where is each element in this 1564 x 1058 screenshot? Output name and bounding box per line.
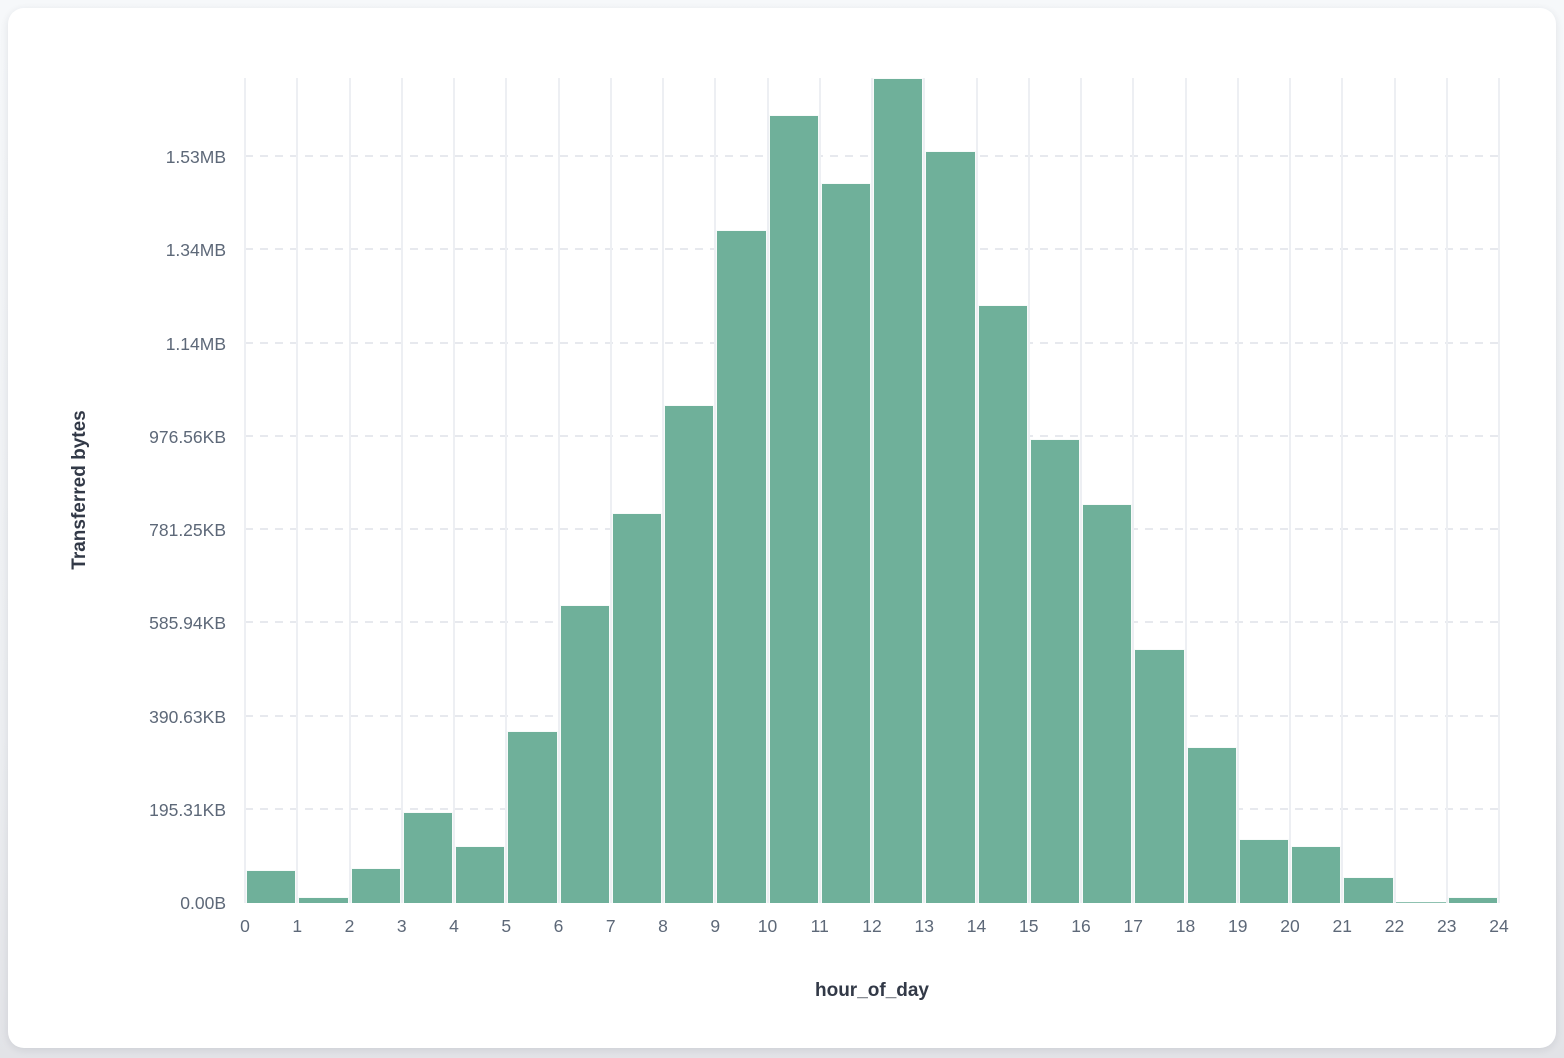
- v-gridline-hour-18: [1184, 78, 1187, 903]
- bar-hour-7[interactable]: [611, 513, 662, 903]
- v-gridline-hour-17: [1132, 78, 1135, 903]
- x-tick-label-15: 15: [1019, 916, 1039, 936]
- v-gridline-hour-19: [1236, 78, 1239, 903]
- x-tick-label-23: 23: [1437, 916, 1457, 936]
- x-tick-label-21: 21: [1332, 916, 1352, 936]
- v-gridline-hour-21: [1341, 78, 1344, 903]
- y-tick-label-195.31KB: 195.31KB: [149, 799, 226, 820]
- bar-hour-23[interactable]: [1447, 896, 1498, 903]
- x-tick-label-18: 18: [1175, 916, 1196, 936]
- v-gridline-hour-22: [1393, 78, 1396, 903]
- y-tick-label-1.34MB: 1.34MB: [165, 240, 226, 261]
- x-tick-label-11: 11: [810, 916, 829, 936]
- bar-hour-0[interactable]: [246, 870, 297, 903]
- x-tick-label-0: 0: [240, 916, 250, 936]
- y-tick-label-0.00B: 0.00B: [180, 893, 226, 913]
- v-gridline-hour-5: [505, 78, 508, 903]
- histogram-plot-area: [244, 78, 1500, 903]
- v-gridline-hour-13: [923, 78, 926, 903]
- x-tick-label-10: 10: [757, 916, 778, 936]
- x-tick-label-16: 16: [1071, 916, 1091, 936]
- x-tick-label-2: 2: [344, 916, 355, 936]
- v-gridline-hour-8: [662, 78, 664, 903]
- v-gridline-hour-12: [871, 78, 873, 903]
- bar-hour-2[interactable]: [350, 867, 401, 903]
- bar-hour-22[interactable]: [1395, 901, 1446, 903]
- bar-hour-13[interactable]: [925, 150, 976, 903]
- v-gridline-hour-3: [400, 78, 403, 903]
- bar-hour-17[interactable]: [1134, 648, 1185, 903]
- y-axis-title: Transferred bytes: [69, 410, 90, 570]
- x-axis-title: hour_of_day: [814, 980, 930, 1001]
- bar-hour-14[interactable]: [977, 305, 1028, 903]
- v-gridline-hour-15: [1027, 78, 1030, 903]
- bar-hour-15[interactable]: [1029, 439, 1080, 903]
- bar-hour-19[interactable]: [1238, 839, 1289, 903]
- y-tick-label-781.25KB: 781.25KB: [149, 520, 226, 541]
- v-gridline-hour-20: [1289, 78, 1291, 903]
- x-tick-label-13: 13: [914, 916, 934, 936]
- x-tick-label-7: 7: [605, 916, 616, 936]
- x-tick-label-3: 3: [396, 916, 407, 936]
- x-tick-label-22: 22: [1384, 916, 1405, 936]
- v-gridline-hour-7: [609, 78, 612, 903]
- v-gridline-hour-10: [766, 78, 769, 903]
- x-tick-label-24: 24: [1489, 916, 1509, 936]
- bar-hour-3[interactable]: [402, 812, 453, 903]
- y-tick-label-1.53MB: 1.53MB: [165, 147, 226, 168]
- x-tick-label-19: 19: [1228, 916, 1248, 936]
- x-tick-label-9: 9: [710, 916, 721, 936]
- v-gridline-hour-2: [348, 78, 351, 903]
- bar-hour-5[interactable]: [507, 731, 558, 903]
- x-tick-label-20: 20: [1280, 916, 1300, 936]
- v-gridline-hour-23: [1445, 78, 1448, 903]
- bar-hour-18[interactable]: [1186, 747, 1237, 903]
- v-gridline-hour-9: [714, 78, 717, 903]
- v-gridline-hour-16: [1080, 78, 1082, 903]
- v-gridline-hour-11: [818, 78, 821, 903]
- y-tick-label-976.56KB: 976.56KB: [149, 426, 226, 447]
- x-tick-label-17: 17: [1123, 916, 1143, 936]
- bar-hour-10[interactable]: [768, 115, 819, 903]
- x-tick-label-6: 6: [553, 916, 564, 936]
- v-gridline-hour-24: [1498, 78, 1500, 903]
- bar-hour-11[interactable]: [820, 183, 871, 903]
- bar-hour-12[interactable]: [873, 78, 924, 903]
- chart-card: 0.00B 195.31KB 390.63KB 585.94KB 781.25KB 976…: [8, 8, 1556, 1048]
- y-tick-label-390.63KB: 390.63KB: [149, 706, 226, 727]
- x-tick-label-8: 8: [658, 916, 668, 936]
- v-gridline-hour-14: [975, 78, 978, 903]
- v-gridline-hour-6: [557, 78, 560, 903]
- bar-hour-1[interactable]: [298, 897, 349, 903]
- v-gridline-hour-1: [296, 78, 299, 903]
- bar-hour-6[interactable]: [559, 604, 610, 903]
- bar-hour-8[interactable]: [664, 405, 715, 903]
- v-gridline-hour-0: [244, 78, 246, 903]
- y-tick-label-1.14MB: 1.14MB: [165, 333, 226, 354]
- x-tick-label-5: 5: [501, 916, 512, 936]
- v-gridline-hour-4: [453, 78, 455, 903]
- bar-hour-20[interactable]: [1291, 846, 1342, 903]
- x-tick-label-14: 14: [966, 916, 987, 936]
- bar-hour-9[interactable]: [716, 230, 767, 903]
- bar-hour-4[interactable]: [455, 845, 506, 903]
- bar-hour-16[interactable]: [1082, 504, 1133, 903]
- x-tick-label-1: 1: [292, 916, 303, 936]
- x-tick-label-12: 12: [862, 916, 882, 936]
- x-tick-label-4: 4: [449, 916, 459, 936]
- y-tick-label-585.94KB: 585.94KB: [149, 613, 226, 634]
- bar-hour-21[interactable]: [1343, 876, 1394, 903]
